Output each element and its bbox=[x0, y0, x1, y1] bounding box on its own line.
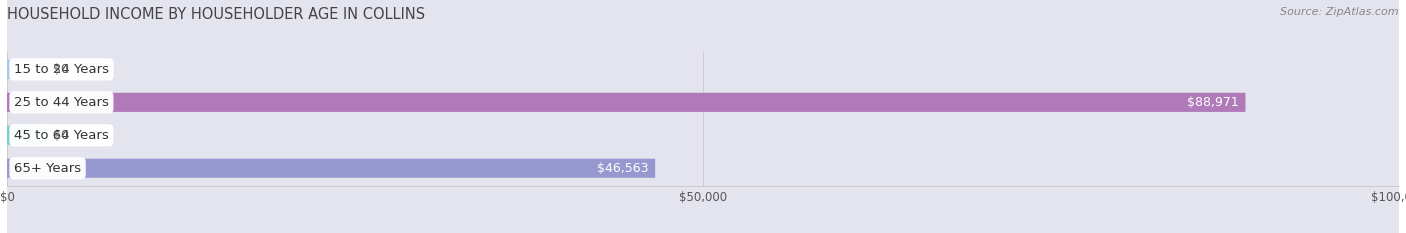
Text: $0: $0 bbox=[53, 129, 69, 142]
FancyBboxPatch shape bbox=[7, 159, 655, 178]
FancyBboxPatch shape bbox=[7, 0, 1399, 233]
Text: Source: ZipAtlas.com: Source: ZipAtlas.com bbox=[1281, 7, 1399, 17]
FancyBboxPatch shape bbox=[7, 126, 42, 145]
FancyBboxPatch shape bbox=[7, 93, 1246, 112]
Text: $88,971: $88,971 bbox=[1187, 96, 1239, 109]
Text: 15 to 24 Years: 15 to 24 Years bbox=[14, 63, 110, 76]
FancyBboxPatch shape bbox=[7, 0, 1399, 233]
Text: 25 to 44 Years: 25 to 44 Years bbox=[14, 96, 108, 109]
Text: 45 to 64 Years: 45 to 64 Years bbox=[14, 129, 108, 142]
FancyBboxPatch shape bbox=[7, 0, 1399, 233]
Text: HOUSEHOLD INCOME BY HOUSEHOLDER AGE IN COLLINS: HOUSEHOLD INCOME BY HOUSEHOLDER AGE IN C… bbox=[7, 7, 425, 22]
Text: $0: $0 bbox=[53, 63, 69, 76]
Text: $46,563: $46,563 bbox=[596, 162, 648, 175]
FancyBboxPatch shape bbox=[7, 0, 1399, 233]
FancyBboxPatch shape bbox=[7, 60, 42, 79]
Text: 65+ Years: 65+ Years bbox=[14, 162, 82, 175]
